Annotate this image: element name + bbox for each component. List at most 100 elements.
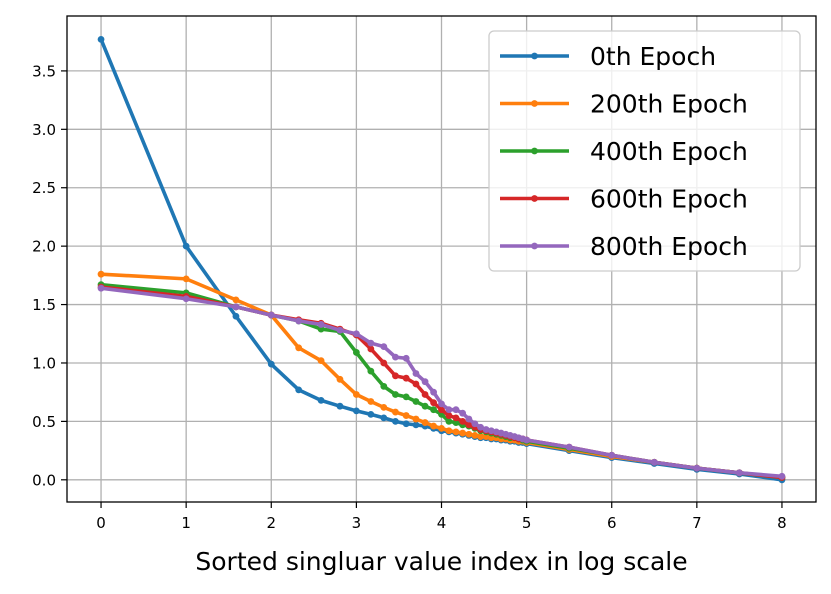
- legend-swatch-marker: [531, 52, 538, 60]
- data-point: [232, 312, 240, 320]
- data-point: [438, 424, 445, 432]
- data-point: [445, 417, 453, 425]
- data-point: [430, 422, 437, 430]
- data-point: [608, 451, 616, 459]
- data-point: [267, 360, 275, 368]
- data-point: [392, 353, 399, 361]
- y-tick-label: 0.5: [32, 413, 56, 431]
- data-point: [232, 296, 240, 304]
- data-point: [380, 343, 388, 351]
- data-point: [380, 359, 388, 367]
- legend-item: 800th Epoch: [500, 232, 748, 261]
- data-point: [317, 357, 325, 365]
- data-point: [367, 367, 375, 375]
- data-point: [352, 349, 360, 356]
- data-point: [421, 419, 429, 426]
- data-point: [380, 382, 388, 390]
- data-point: [336, 326, 344, 334]
- data-point: [430, 406, 437, 414]
- legend-item: 600th Epoch: [500, 185, 748, 214]
- x-tick-label: 2: [266, 514, 276, 532]
- data-point: [565, 443, 573, 451]
- data-point: [367, 345, 375, 353]
- data-point: [317, 396, 325, 404]
- y-tick-label: 1.5: [32, 296, 56, 314]
- y-tick-label: 3.0: [32, 121, 56, 139]
- data-point: [402, 374, 410, 382]
- data-point: [445, 412, 453, 419]
- data-point: [402, 412, 410, 419]
- data-point: [317, 321, 325, 328]
- data-point: [452, 428, 460, 436]
- legend-label: 400th Epoch: [590, 137, 748, 166]
- y-tick-label: 2.5: [32, 179, 56, 197]
- x-axis: 0 1 2 3 4 5 6 7 8: [96, 502, 787, 532]
- legend-label: 200th Epoch: [590, 90, 748, 119]
- y-tick-label: 3.5: [32, 62, 56, 80]
- data-point: [392, 408, 399, 416]
- data-point: [412, 370, 420, 377]
- legend-label: 0th Epoch: [590, 42, 716, 71]
- data-point: [412, 421, 420, 429]
- y-axis: 0.0 0.5 1.0 1.5 2.0 2.5 3.0 3.5: [32, 62, 67, 489]
- data-point: [430, 399, 437, 407]
- data-point: [459, 417, 467, 425]
- data-point: [295, 344, 303, 352]
- data-point: [471, 432, 479, 439]
- data-point: [421, 402, 429, 410]
- data-point: [778, 472, 786, 480]
- data-point: [367, 339, 375, 347]
- data-point: [392, 372, 399, 380]
- data-point: [523, 436, 531, 444]
- data-point: [693, 464, 701, 472]
- data-point: [465, 421, 473, 429]
- data-point: [402, 420, 410, 428]
- legend-item: 0th Epoch: [500, 42, 716, 71]
- y-tick-label: 0.0: [32, 471, 56, 489]
- data-point: [412, 380, 420, 388]
- x-tick-label: 7: [692, 514, 702, 532]
- data-point: [452, 414, 460, 422]
- legend-swatch-marker: [531, 147, 538, 155]
- x-tick-label: 5: [522, 514, 532, 532]
- data-point: [97, 35, 105, 43]
- legend-item: 200th Epoch: [500, 90, 748, 119]
- data-point: [735, 469, 743, 477]
- data-point: [465, 415, 473, 423]
- data-point: [430, 388, 437, 396]
- legend-label: 600th Epoch: [590, 185, 748, 214]
- data-point: [295, 317, 303, 325]
- data-point: [438, 400, 445, 408]
- data-point: [459, 429, 467, 437]
- series-4: [97, 284, 786, 480]
- data-point: [97, 284, 105, 292]
- data-point: [477, 423, 484, 431]
- data-point: [295, 386, 303, 394]
- legend-box: [488, 30, 801, 272]
- data-point: [392, 391, 399, 398]
- data-point: [317, 325, 325, 333]
- data-point: [452, 419, 460, 426]
- y-tick-label: 2.0: [32, 238, 56, 256]
- data-point: [421, 378, 429, 386]
- data-point: [367, 410, 375, 418]
- data-point: [352, 391, 360, 398]
- data-point: [412, 415, 420, 423]
- data-point: [452, 406, 460, 414]
- x-tick-label: 4: [437, 514, 447, 532]
- data-point: [459, 409, 467, 417]
- data-point: [267, 311, 275, 319]
- data-point: [352, 407, 360, 415]
- data-point: [402, 393, 410, 401]
- data-point: [182, 242, 190, 250]
- y-tick-label: 1.0: [32, 354, 56, 372]
- legend-swatch-marker: [531, 195, 538, 202]
- data-point: [445, 427, 453, 435]
- data-point: [412, 398, 420, 405]
- data-point: [471, 420, 479, 428]
- legend-item: 400th Epoch: [500, 137, 748, 166]
- data-point: [477, 433, 484, 440]
- data-point: [465, 430, 473, 438]
- x-axis-title: Sorted singluar value index in log scale: [195, 547, 687, 576]
